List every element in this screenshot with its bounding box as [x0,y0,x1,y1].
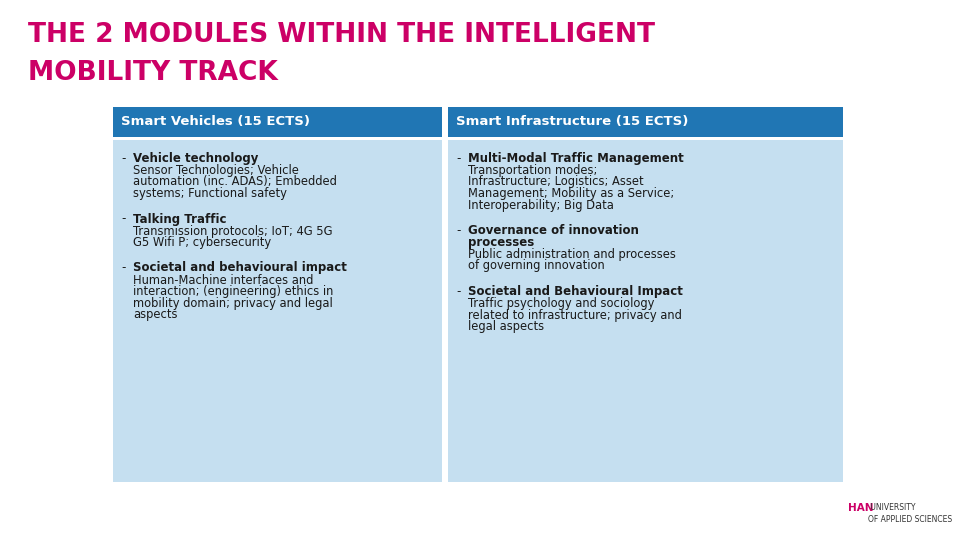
Text: Smart Vehicles (15 ECTS): Smart Vehicles (15 ECTS) [121,116,310,129]
Text: Talking Traffic: Talking Traffic [133,213,227,226]
Text: Human-Machine interfaces and: Human-Machine interfaces and [133,273,313,287]
Text: of governing innovation: of governing innovation [468,260,605,273]
Text: Societal and Behavioural Impact: Societal and Behavioural Impact [468,285,683,298]
Text: Management; Mobility as a Service;: Management; Mobility as a Service; [468,187,675,200]
Text: HAN: HAN [848,503,874,513]
Bar [448,107,843,137]
Text: automation (inc. ADAS); Embedded: automation (inc. ADAS); Embedded [133,176,337,188]
Text: -: - [121,261,126,274]
Text: Traffic psychology and sociology: Traffic psychology and sociology [468,297,655,310]
Text: UNIVERSITY
OF APPLIED SCIENCES: UNIVERSITY OF APPLIED SCIENCES [868,503,952,524]
Text: aspects: aspects [133,308,178,321]
Text: systems; Functional safety: systems; Functional safety [133,187,287,200]
Text: related to infrastructure; privacy and: related to infrastructure; privacy and [468,308,682,321]
Text: MOBILITY TRACK: MOBILITY TRACK [28,60,277,86]
Text: -: - [121,213,126,226]
Bar [113,107,443,137]
Text: Transmission protocols; IoT; 4G 5G: Transmission protocols; IoT; 4G 5G [133,225,332,238]
Text: Smart Infrastructure (15 ECTS): Smart Infrastructure (15 ECTS) [456,116,688,129]
Text: Transportation modes;: Transportation modes; [468,164,597,177]
Text: Vehicle technology: Vehicle technology [133,152,258,165]
Text: THE 2 MODULES WITHIN THE INTELLIGENT: THE 2 MODULES WITHIN THE INTELLIGENT [28,22,655,48]
Text: -: - [121,152,126,165]
Text: Multi-Modal Traffic Management: Multi-Modal Traffic Management [468,152,684,165]
Text: -: - [456,152,461,165]
Text: Sensor Technologies; Vehicle: Sensor Technologies; Vehicle [133,164,299,177]
Bar [113,140,443,482]
Text: -: - [456,285,461,298]
Text: Interoperability; Big Data: Interoperability; Big Data [468,199,614,212]
Text: mobility domain; privacy and legal: mobility domain; privacy and legal [133,296,333,309]
Text: -: - [456,224,461,237]
Text: Public administration and processes: Public administration and processes [468,248,676,261]
Text: interaction; (engineering) ethics in: interaction; (engineering) ethics in [133,285,333,298]
Bar [448,140,843,482]
Text: Governance of innovation: Governance of innovation [468,224,639,237]
Text: Infrastructure; Logistics; Asset: Infrastructure; Logistics; Asset [468,176,644,188]
Text: legal aspects: legal aspects [468,320,544,333]
Text: processes: processes [468,236,535,249]
Text: G5 Wifi P; cybersecurity: G5 Wifi P; cybersecurity [133,236,271,249]
Text: Societal and behavioural impact: Societal and behavioural impact [133,261,347,274]
